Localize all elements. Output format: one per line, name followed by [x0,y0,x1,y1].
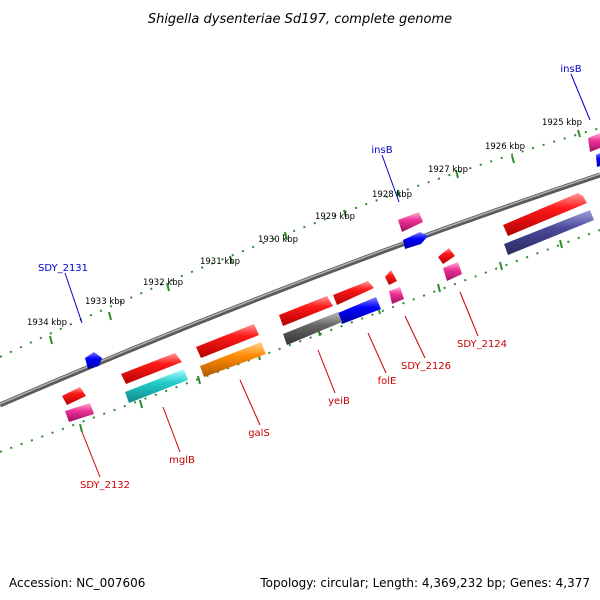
ruler-tick-label: 1929 kbp [315,212,355,222]
gene-label-SDY_2124: SDY_2124 [457,339,507,350]
gene-label-insB: insB [560,64,581,75]
gene-feature [443,262,462,281]
gene-label-galS: galS [248,428,270,439]
accession-text: Accession: NC_007606 [9,576,145,590]
ruler-tick-label: 1930 kbp [258,235,298,245]
outer-major-ticks [49,129,581,345]
gene-label-insB: insB [371,145,392,156]
genome-backbone-highlight [0,173,600,405]
gene-feature [503,193,587,236]
gene-feature [438,248,455,264]
gene-feature [65,403,94,422]
gene-feature [121,353,182,384]
topology-text: Topology: circular; Length: 4,369,232 bp… [259,576,590,590]
gene-feature [588,133,600,152]
ruler-tick-label: 1927 kbp [428,165,468,175]
gene-feature [200,342,266,377]
gene-label-yeiB: yeiB [328,396,350,407]
ruler-tick-label: 1925 kbp [542,118,582,128]
gene-feature [403,232,428,249]
ruler-tick-label: 1931 kbp [200,257,240,267]
map-title: Shigella dysenteriae Sd197, complete gen… [148,12,452,27]
gene-feature [333,281,374,305]
gene-label-mglB: mglB [169,455,195,466]
ruler-tick-label: 1926 kbp [485,142,525,152]
inner-ruler-track [0,229,600,453]
label-leaders-bottom [81,291,479,478]
gene-feature [62,387,86,405]
label-leaders-top [64,73,591,324]
gene-feature [596,153,600,167]
gene-feature [279,296,333,326]
gene-label-folE: folE [378,376,397,387]
gene-label-SDY_2132: SDY_2132 [80,480,130,491]
ruler-tick-label: 1932 kbp [143,278,183,288]
genome-backbone [0,172,600,408]
gene-feature [389,287,404,304]
ruler-tick-label: 1933 kbp [85,297,125,307]
gene-feature [125,369,188,403]
gene-feature [504,210,594,255]
gene-label-SDY_2126: SDY_2126 [401,361,451,372]
gene-feature [338,297,381,324]
gene-feature [85,352,102,369]
ruler-tick-label: 1928 kbp [372,190,412,200]
ruler-tick-label: 1934 kbp [27,318,67,328]
gene-feature [196,324,259,358]
gene-feature [398,212,423,232]
gene-label-SDY_2131: SDY_2131 [38,263,88,274]
gene-feature [385,270,397,285]
inner-major-ticks [79,239,563,433]
gene-feature [283,312,342,345]
